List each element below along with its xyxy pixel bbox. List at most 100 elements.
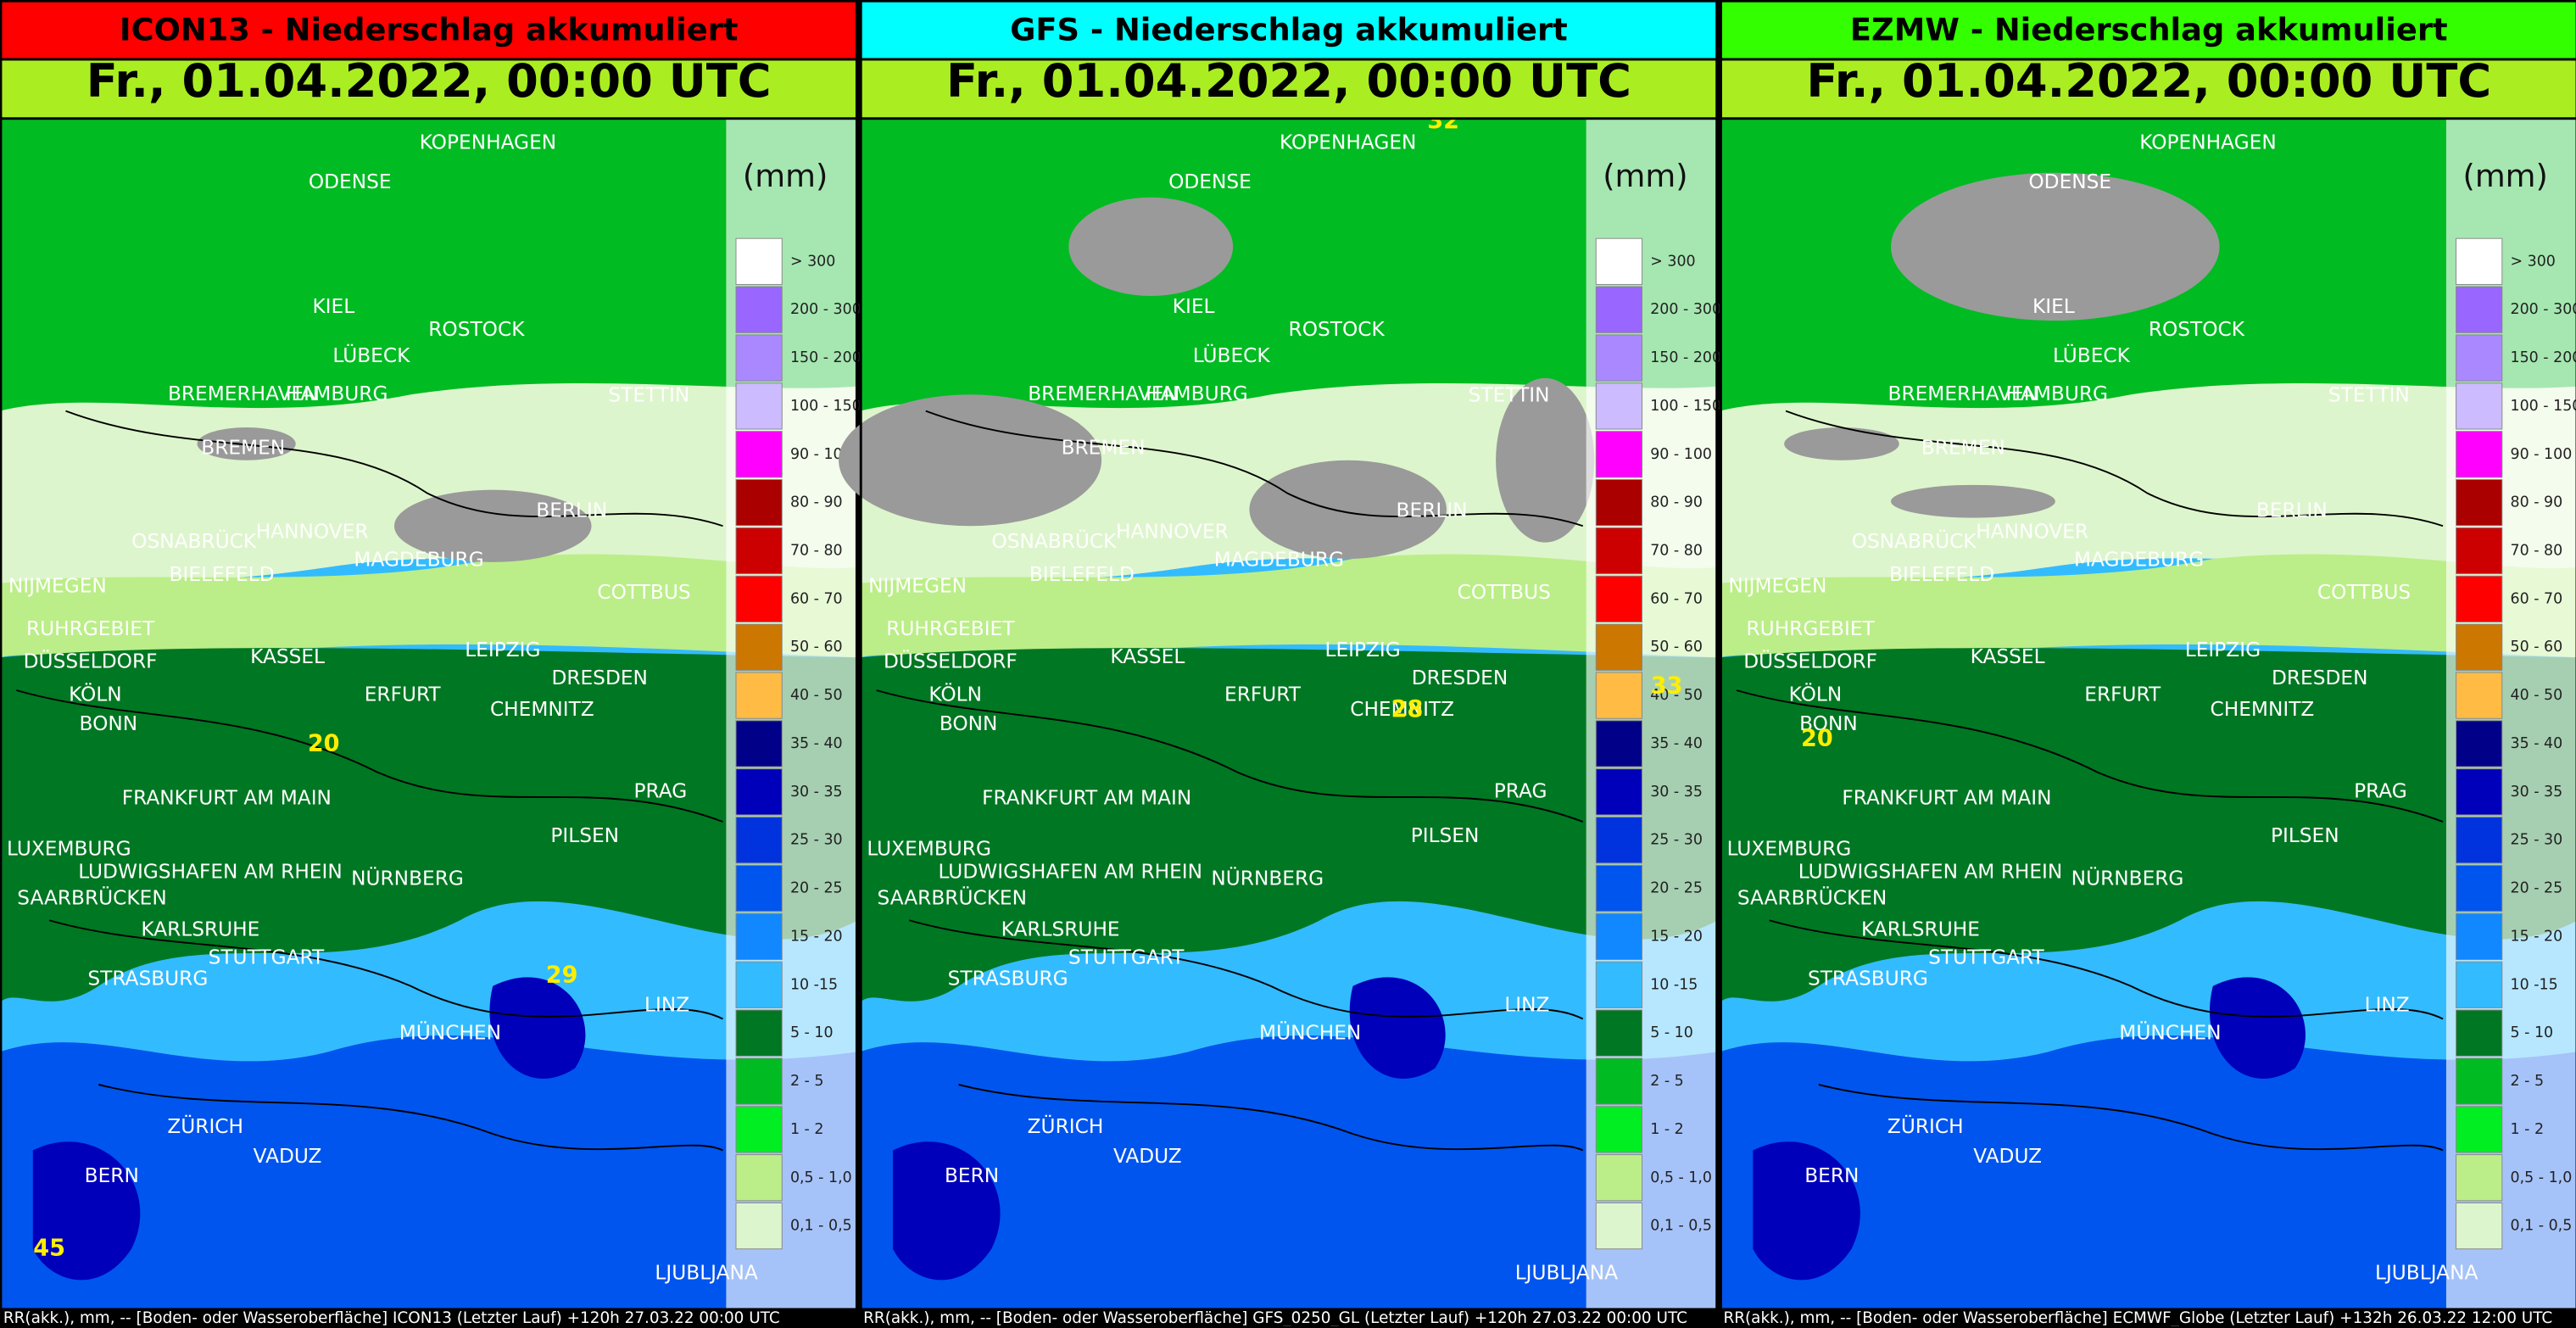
legend-swatch: [735, 1009, 783, 1057]
city-label: LJUBLJANA: [655, 1261, 757, 1284]
legend-label: 2 - 5: [790, 1073, 824, 1090]
city-label: HAMBURG: [286, 382, 388, 405]
precip-area: [893, 977, 1446, 1281]
legend-swatch: [1595, 961, 1643, 1008]
panel-date: Fr., 01.04.2022, 00:00 UTC: [1806, 54, 2491, 108]
city-label: KIEL: [2032, 295, 2075, 318]
city-label: ZÜRICH: [167, 1114, 243, 1138]
map: [1720, 118, 2576, 1308]
date-bar: [858, 58, 1720, 120]
dry-area: [1891, 484, 2055, 518]
legend-swatch: [735, 334, 783, 382]
city-label: MÜNCHEN: [2119, 1020, 2221, 1044]
precip-area: [1720, 648, 2576, 1003]
legend-swatch: [735, 817, 783, 864]
city-label: STUTTGART: [1928, 946, 2044, 968]
city-label: RUHRGEBIET: [26, 617, 155, 640]
dry-area: [197, 427, 296, 460]
city-label: BREMERHAVEN: [1888, 382, 2039, 405]
legend-label: 200 - 300: [1650, 301, 1721, 318]
city-label: ZÜRICH: [1887, 1114, 1964, 1138]
date-bar: [1719, 58, 2576, 120]
city-label: DÜSSELDORF: [24, 650, 158, 673]
city-label: NÜRNBERG: [351, 866, 464, 890]
legend-label: 35 - 40: [790, 735, 843, 752]
city-label: ODENSE: [2028, 170, 2111, 193]
legend-label: 1 - 2: [2511, 1121, 2545, 1138]
panel-footer: RR(akk.), mm, -- [Boden- oder Wasserober…: [1723, 1309, 2552, 1327]
legend-swatch: [2456, 527, 2503, 575]
panel-title: GFS - Niederschlag akkumuliert: [1010, 12, 1567, 48]
city-label: ERFURT: [2084, 683, 2161, 706]
legend-swatch: [735, 1202, 783, 1250]
legend-swatch: [2456, 1057, 2503, 1105]
city-label: KOPENHAGEN: [1280, 131, 1416, 153]
legend-label: 20 - 25: [790, 880, 843, 897]
city-label: MAGDEBURG: [1214, 548, 1344, 571]
legend-swatch: [2456, 479, 2503, 527]
city-label: PILSEN: [550, 824, 619, 847]
city-label: NÜRNBERG: [1211, 866, 1324, 890]
model-panel: (mm) > 300 200 - 300 150 - 200 100 - 150 90 -…: [0, 0, 861, 1328]
legend-label: 1 - 2: [1650, 1121, 1684, 1138]
city-label: LJUBLJANA: [1515, 1261, 1618, 1284]
city-label: HAMBURG: [2005, 382, 2108, 405]
model-panel: (mm) > 300 200 - 300 150 - 200 100 - 150 90 -…: [839, 0, 1721, 1328]
legend-swatch: [1595, 237, 1643, 285]
legend-label: 70 - 80: [790, 543, 843, 560]
city-label: BREMEN: [1062, 437, 1146, 460]
legend-swatch: [2456, 912, 2503, 961]
legend-swatch: [735, 479, 783, 527]
city-label: FRANKFURT AM MAIN: [982, 786, 1191, 809]
city-label: FRANKFURT AM MAIN: [122, 786, 332, 809]
legend-swatch: [735, 720, 783, 767]
city-label: STETTIN: [608, 384, 689, 407]
legend-swatch: [2456, 237, 2503, 285]
precip-area: [0, 1035, 858, 1308]
max-value: 29: [546, 963, 578, 989]
panel-title: EZMW - Niederschlag akkumuliert: [1850, 12, 2448, 48]
dry-area: [839, 394, 1102, 527]
city-label: LJUBLJANA: [2375, 1261, 2478, 1284]
precip-area: [1720, 1035, 2576, 1308]
legend-label: 90 - 100: [2511, 446, 2573, 463]
legend-label: 80 - 90: [2511, 494, 2563, 511]
city-label: STUTTGART: [209, 946, 325, 968]
city-label: HANNOVER: [256, 521, 369, 544]
precip-area: [0, 554, 858, 661]
city-label: OSNABRÜCK: [131, 529, 257, 553]
date-bar: [0, 58, 859, 120]
city-label: MAGDEBURG: [2074, 548, 2204, 571]
legend-swatch: [2456, 864, 2503, 912]
city-label: KOPENHAGEN: [420, 131, 556, 153]
legend-swatch: [1595, 672, 1643, 719]
city-label: VADUZ: [1973, 1145, 2042, 1168]
city-label: DRESDEN: [2272, 667, 2368, 689]
city-label: BREMERHAVEN: [168, 382, 319, 405]
legend-label: 150 - 200: [1650, 349, 1721, 366]
city-label: FRANKFURT AM MAIN: [1842, 786, 2051, 809]
legend-swatch: [2456, 720, 2503, 767]
city-label: VADUZ: [1113, 1145, 1182, 1168]
legend-label: 60 - 70: [1650, 590, 1703, 607]
legend-label: 10 -15: [1650, 976, 1698, 993]
city-label: LEIPZIG: [2185, 639, 2261, 661]
legend-label: 60 - 70: [2511, 590, 2563, 607]
legend-swatch: [1595, 1154, 1643, 1202]
legend-swatch: [735, 527, 783, 575]
city-label: BERLIN: [2256, 499, 2328, 522]
legend-label: 30 - 35: [2511, 784, 2563, 801]
max-value: 33: [1651, 673, 1683, 700]
city-label: CHEMNITZ: [490, 698, 594, 721]
legend-swatch: [1595, 912, 1643, 961]
legend-label: 0,1 - 0,5: [790, 1218, 852, 1235]
legend-label: 150 - 200: [2511, 349, 2576, 366]
legend-swatch: [2456, 1106, 2503, 1153]
legend-unit: (mm): [743, 158, 828, 194]
legend-label: 20 - 25: [2511, 880, 2563, 897]
legend-label: 70 - 80: [1650, 543, 1703, 560]
legend-swatch: [735, 623, 783, 671]
city-label: ROSTOCK: [2149, 318, 2245, 341]
city-label: COTTBUS: [597, 581, 690, 604]
city-label: SAARBRÜCKEN: [17, 886, 167, 910]
